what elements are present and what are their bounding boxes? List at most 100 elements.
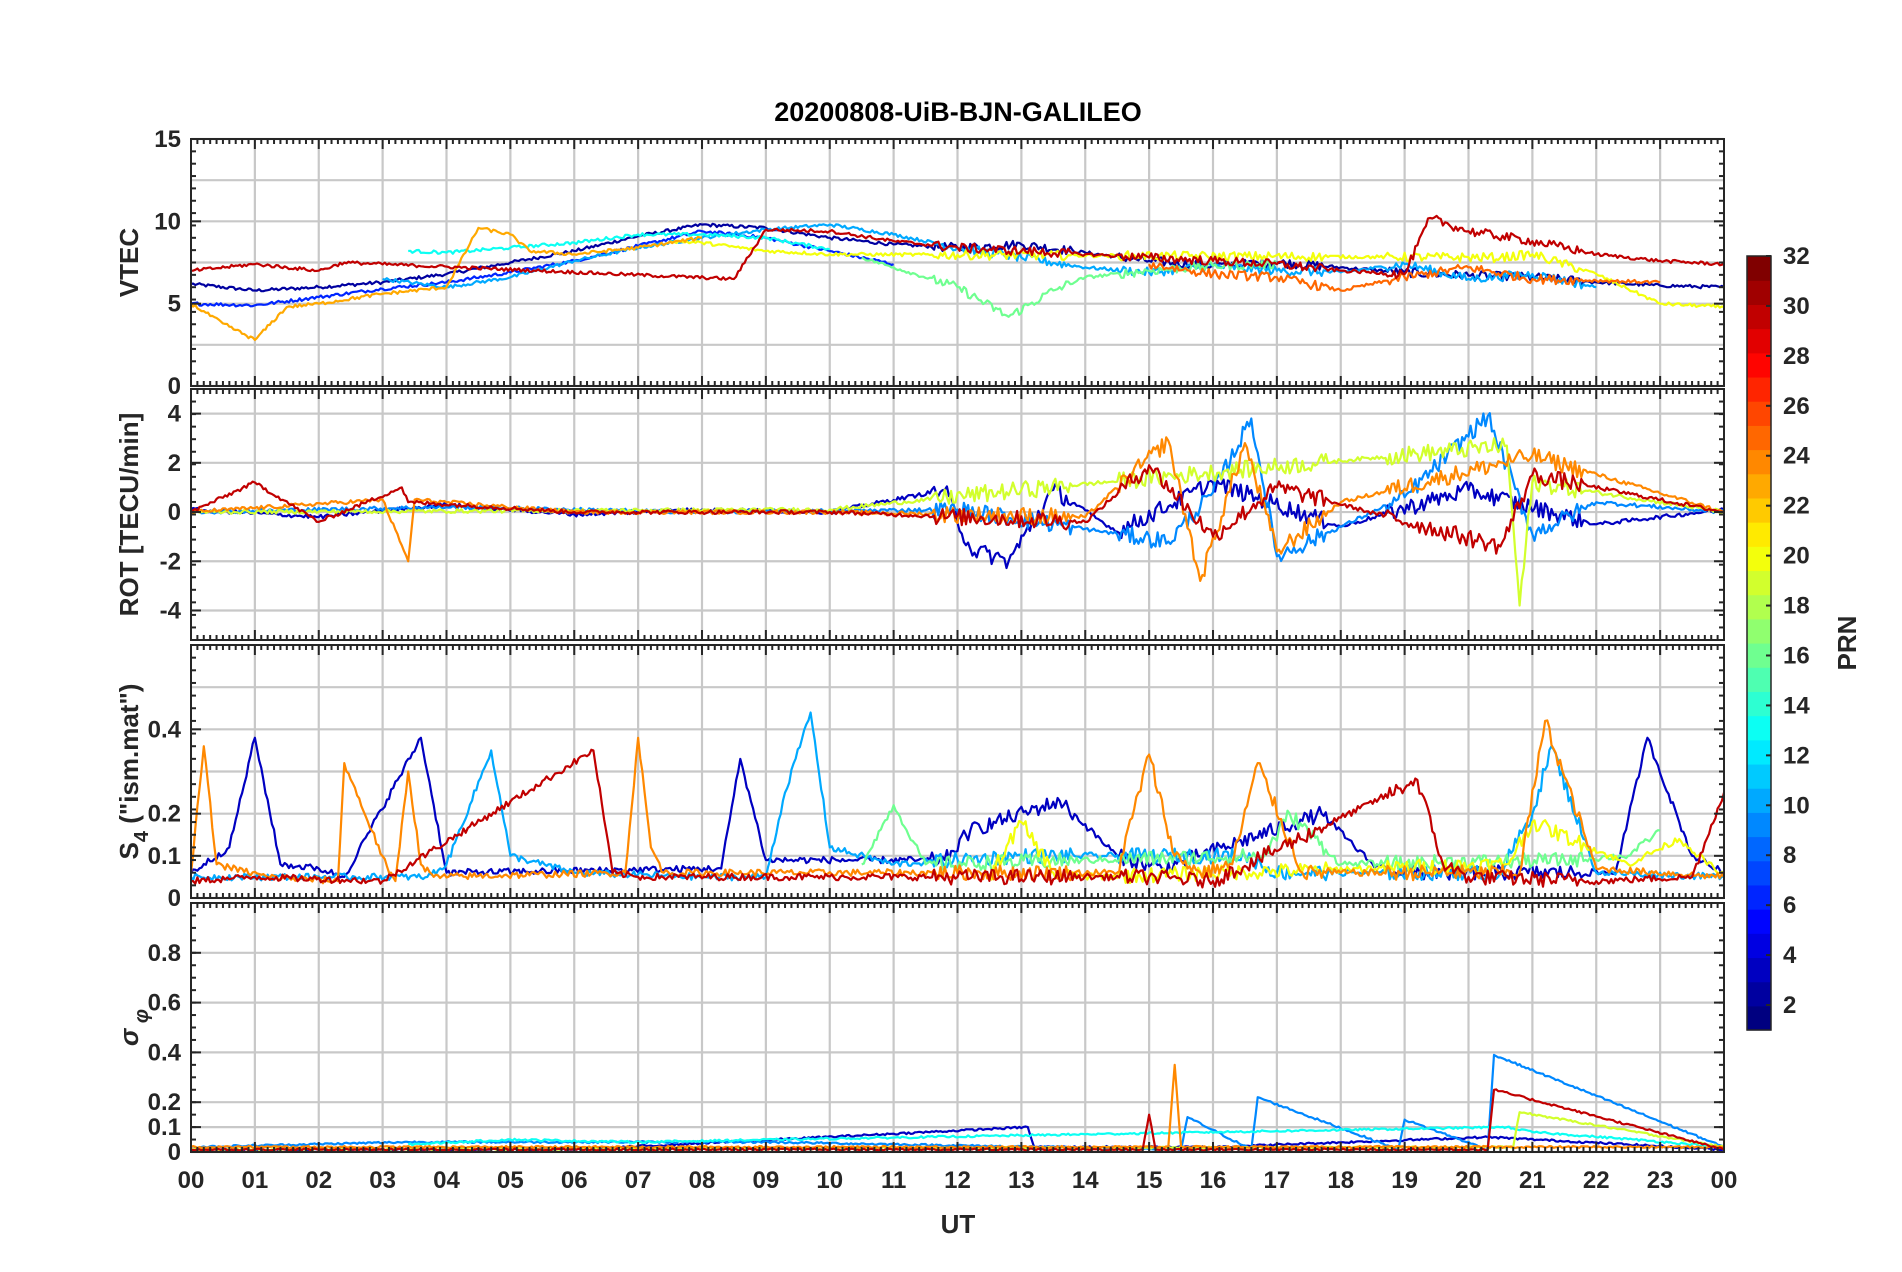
x-tick-label: 01 xyxy=(242,1167,269,1194)
x-tick-label: 19 xyxy=(1391,1167,1418,1194)
y-tick-label: 0 xyxy=(168,885,181,912)
colorbar-tick-label: 30 xyxy=(1783,293,1810,320)
colorbar-tick-label: 8 xyxy=(1783,842,1796,869)
x-tick-label: 12 xyxy=(944,1167,971,1194)
y-tick-label: 0.8 xyxy=(148,940,181,967)
y-axis-label-sigma_phi: σ φ xyxy=(114,1009,153,1046)
series-line-prn-30 xyxy=(191,214,1724,281)
y-tick-label: -4 xyxy=(160,597,182,624)
colorbar-segment xyxy=(1747,473,1771,499)
colorbar-tick-label: 4 xyxy=(1783,942,1797,969)
colorbar-segment xyxy=(1747,618,1771,644)
colorbar-segment xyxy=(1747,667,1771,692)
colorbar-tick-label: 6 xyxy=(1783,892,1796,919)
colorbar-segment xyxy=(1747,352,1771,378)
y-tick-label: 0.4 xyxy=(148,716,182,743)
x-tick-label: 07 xyxy=(625,1167,652,1194)
x-tick-label: 06 xyxy=(561,1167,588,1194)
series-line-prn-20 xyxy=(669,239,1724,309)
colorbar-segment xyxy=(1747,449,1771,475)
y-tick-label: 5 xyxy=(168,291,181,318)
x-tick-label: 09 xyxy=(753,1167,780,1194)
x-tick-label: 18 xyxy=(1327,1167,1354,1194)
x-tick-label: 08 xyxy=(689,1167,716,1194)
series-group xyxy=(191,711,1724,889)
y-tick-label: 0.4 xyxy=(148,1039,182,1066)
series-line-prn-24 xyxy=(191,436,1724,582)
x-tick-label: 14 xyxy=(1072,1167,1099,1194)
y-tick-label: 0.2 xyxy=(148,1089,181,1116)
x-tick-label: 03 xyxy=(369,1167,396,1194)
colorbar-tick-label: 2 xyxy=(1783,992,1796,1019)
series-line-prn-13 xyxy=(408,231,831,255)
colorbar-label: PRN xyxy=(1832,616,1862,671)
x-tick-label: 13 xyxy=(1008,1167,1035,1194)
colorbar-segment xyxy=(1747,594,1771,620)
y-tick-label: 0 xyxy=(168,499,181,526)
series-line-prn-10 xyxy=(382,223,1597,290)
colorbar-segment xyxy=(1747,763,1771,789)
colorbar-tick-label: 16 xyxy=(1783,642,1810,669)
colorbar-segment xyxy=(1747,280,1771,305)
y-axis-label-s4: S4 ("ism.mat") xyxy=(114,684,153,860)
x-tick-label: 23 xyxy=(1647,1167,1674,1194)
x-tick-label: 21 xyxy=(1519,1167,1546,1194)
panel-rot: -4 -2 0 2 4 ROT [TECU/min] xyxy=(114,388,1725,641)
y-tick-label: 0 xyxy=(168,373,181,400)
x-tick-label: 00 xyxy=(178,1167,205,1194)
series-line-prn-23 xyxy=(191,226,703,341)
series-group xyxy=(191,214,1724,341)
colorbar-segment xyxy=(1747,304,1771,330)
y-tick-label: 2 xyxy=(168,450,181,477)
colorbar-tick-label: 14 xyxy=(1783,692,1810,719)
y-tick-label: 0.1 xyxy=(148,843,181,870)
y-tick-label: 15 xyxy=(154,126,181,153)
colorbar-segment xyxy=(1747,328,1771,354)
panel-vtec: 0 5 10 15 VTEC xyxy=(114,126,1725,400)
colorbar-segment xyxy=(1747,933,1771,959)
colorbar-segment xyxy=(1747,425,1771,451)
colorbar-tick-label: 10 xyxy=(1783,792,1810,819)
colorbar-segment xyxy=(1747,376,1771,402)
colorbar-segment xyxy=(1747,1005,1771,1031)
x-tick-label: 04 xyxy=(433,1167,460,1194)
x-tick-label: 17 xyxy=(1264,1167,1291,1194)
y-axis-label-rot: ROT [TECU/min] xyxy=(114,413,144,617)
y-tick-label: 0.2 xyxy=(148,801,181,828)
colorbar-tick-label: 18 xyxy=(1783,593,1810,620)
y-tick-label: 10 xyxy=(154,208,181,235)
y-tick-label: 0.6 xyxy=(148,990,181,1017)
colorbar-tick-label: 22 xyxy=(1783,493,1810,520)
x-axis-label: UT xyxy=(941,1209,976,1239)
series-line-prn-9 xyxy=(191,412,1724,562)
colorbar-segment xyxy=(1747,522,1771,547)
series-line-prn-19 xyxy=(191,437,1724,607)
colorbar-segment xyxy=(1747,256,1771,281)
series-line-prn-30 xyxy=(191,748,1724,889)
x-tick-label: 15 xyxy=(1136,1167,1163,1194)
colorbar-segment xyxy=(1747,739,1771,765)
x-tick-label: 16 xyxy=(1200,1167,1227,1194)
x-tick-label: 10 xyxy=(816,1167,843,1194)
colorbar-segment xyxy=(1747,788,1771,813)
chart-title: 20200808-UiB-BJN-GALILEO xyxy=(774,97,1142,127)
y-tick-label: 0 xyxy=(168,1139,181,1166)
x-tick-label: 00 xyxy=(1711,1167,1738,1194)
colorbar-frame xyxy=(1746,255,1772,1031)
colorbar-segment xyxy=(1747,812,1771,838)
series-line-prn-30 xyxy=(191,464,1724,555)
colorbar-segment xyxy=(1747,981,1771,1007)
series-line-prn-25 xyxy=(1148,262,1661,292)
y-tick-label: 0.1 xyxy=(148,1114,181,1141)
colorbar-segment xyxy=(1747,570,1771,596)
colorbar-segment xyxy=(1747,715,1771,741)
colorbar-tick-label: 26 xyxy=(1783,393,1810,420)
colorbar-segment xyxy=(1747,860,1771,886)
colorbar-tick-label: 32 xyxy=(1783,243,1810,270)
colorbar-tick-label: 12 xyxy=(1783,742,1810,769)
x-tick-label: 05 xyxy=(497,1167,524,1194)
colorbar-segment xyxy=(1747,691,1771,717)
